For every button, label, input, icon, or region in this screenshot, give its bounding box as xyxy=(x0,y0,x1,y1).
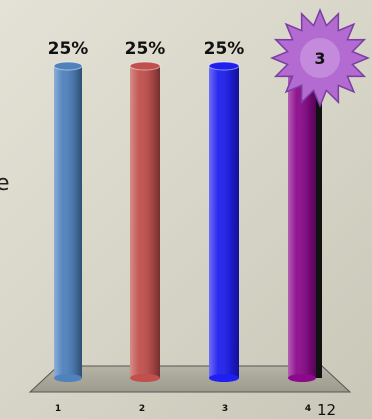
starburst-badge: 3 xyxy=(270,8,370,108)
bar-shading xyxy=(130,66,160,378)
data-label-1: 25% xyxy=(48,39,89,59)
bars-group xyxy=(53,61,322,382)
bar-base-cap xyxy=(209,374,239,382)
data-label-2: 25% xyxy=(125,39,166,59)
tick-label-1: 1 xyxy=(55,404,61,414)
bar-shading xyxy=(288,66,316,378)
page-number: 12 xyxy=(317,401,336,419)
bar-1 xyxy=(53,61,83,382)
bar-top-cap xyxy=(53,61,83,71)
tick-label-3: 3 xyxy=(222,404,228,414)
side-text: e xyxy=(0,171,10,196)
starburst-center xyxy=(300,38,340,78)
bar-base-cap xyxy=(288,374,316,382)
bar-base-cap xyxy=(54,374,82,382)
bar-2 xyxy=(129,61,161,382)
tick-label-4: 4 xyxy=(305,404,311,414)
tick-label-2: 2 xyxy=(139,404,145,414)
badge-text: 3 xyxy=(314,49,325,68)
tick-labels-group: 1 2 3 4 xyxy=(55,404,311,414)
bar-4 xyxy=(287,61,322,382)
bar-shading xyxy=(209,66,239,378)
bar-top-cap xyxy=(208,61,240,71)
bar-base-cap xyxy=(130,374,160,382)
data-label-3: 25% xyxy=(204,39,245,59)
bar-shading xyxy=(54,66,82,378)
bar-top-cap xyxy=(129,61,161,71)
data-labels-group: 25% 25% 25% xyxy=(48,39,245,59)
bar-3 xyxy=(208,61,240,382)
